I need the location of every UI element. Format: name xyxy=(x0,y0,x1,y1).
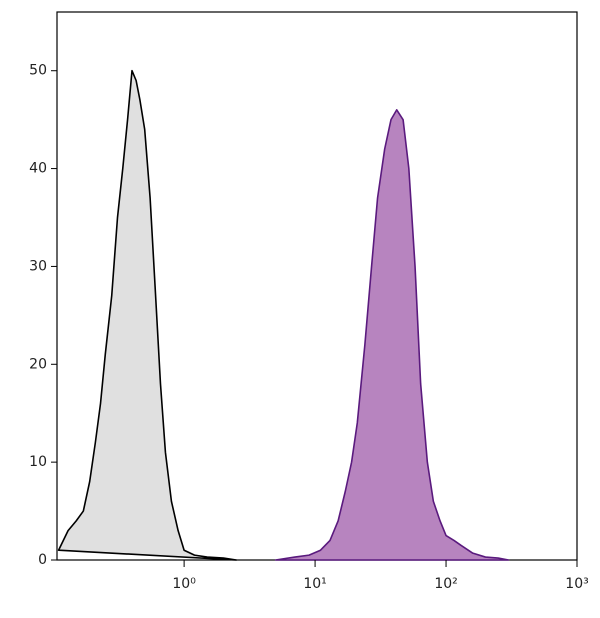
y-tick-label: 40 xyxy=(29,161,47,177)
y-tick-label: 0 xyxy=(38,552,47,568)
y-tick-label: 30 xyxy=(29,258,47,274)
x-tick-label: 10⁰ xyxy=(172,576,196,592)
histogram-area xyxy=(274,109,510,561)
y-tick-label: 20 xyxy=(29,356,47,372)
y-tick-label: 50 xyxy=(29,63,47,79)
y-tick-label: 10 xyxy=(29,454,47,470)
x-tick-label: 10¹ xyxy=(303,576,326,592)
x-tick-label: 10² xyxy=(434,576,457,592)
x-tick-label: 10³ xyxy=(565,576,588,592)
histogram-area xyxy=(57,69,238,561)
